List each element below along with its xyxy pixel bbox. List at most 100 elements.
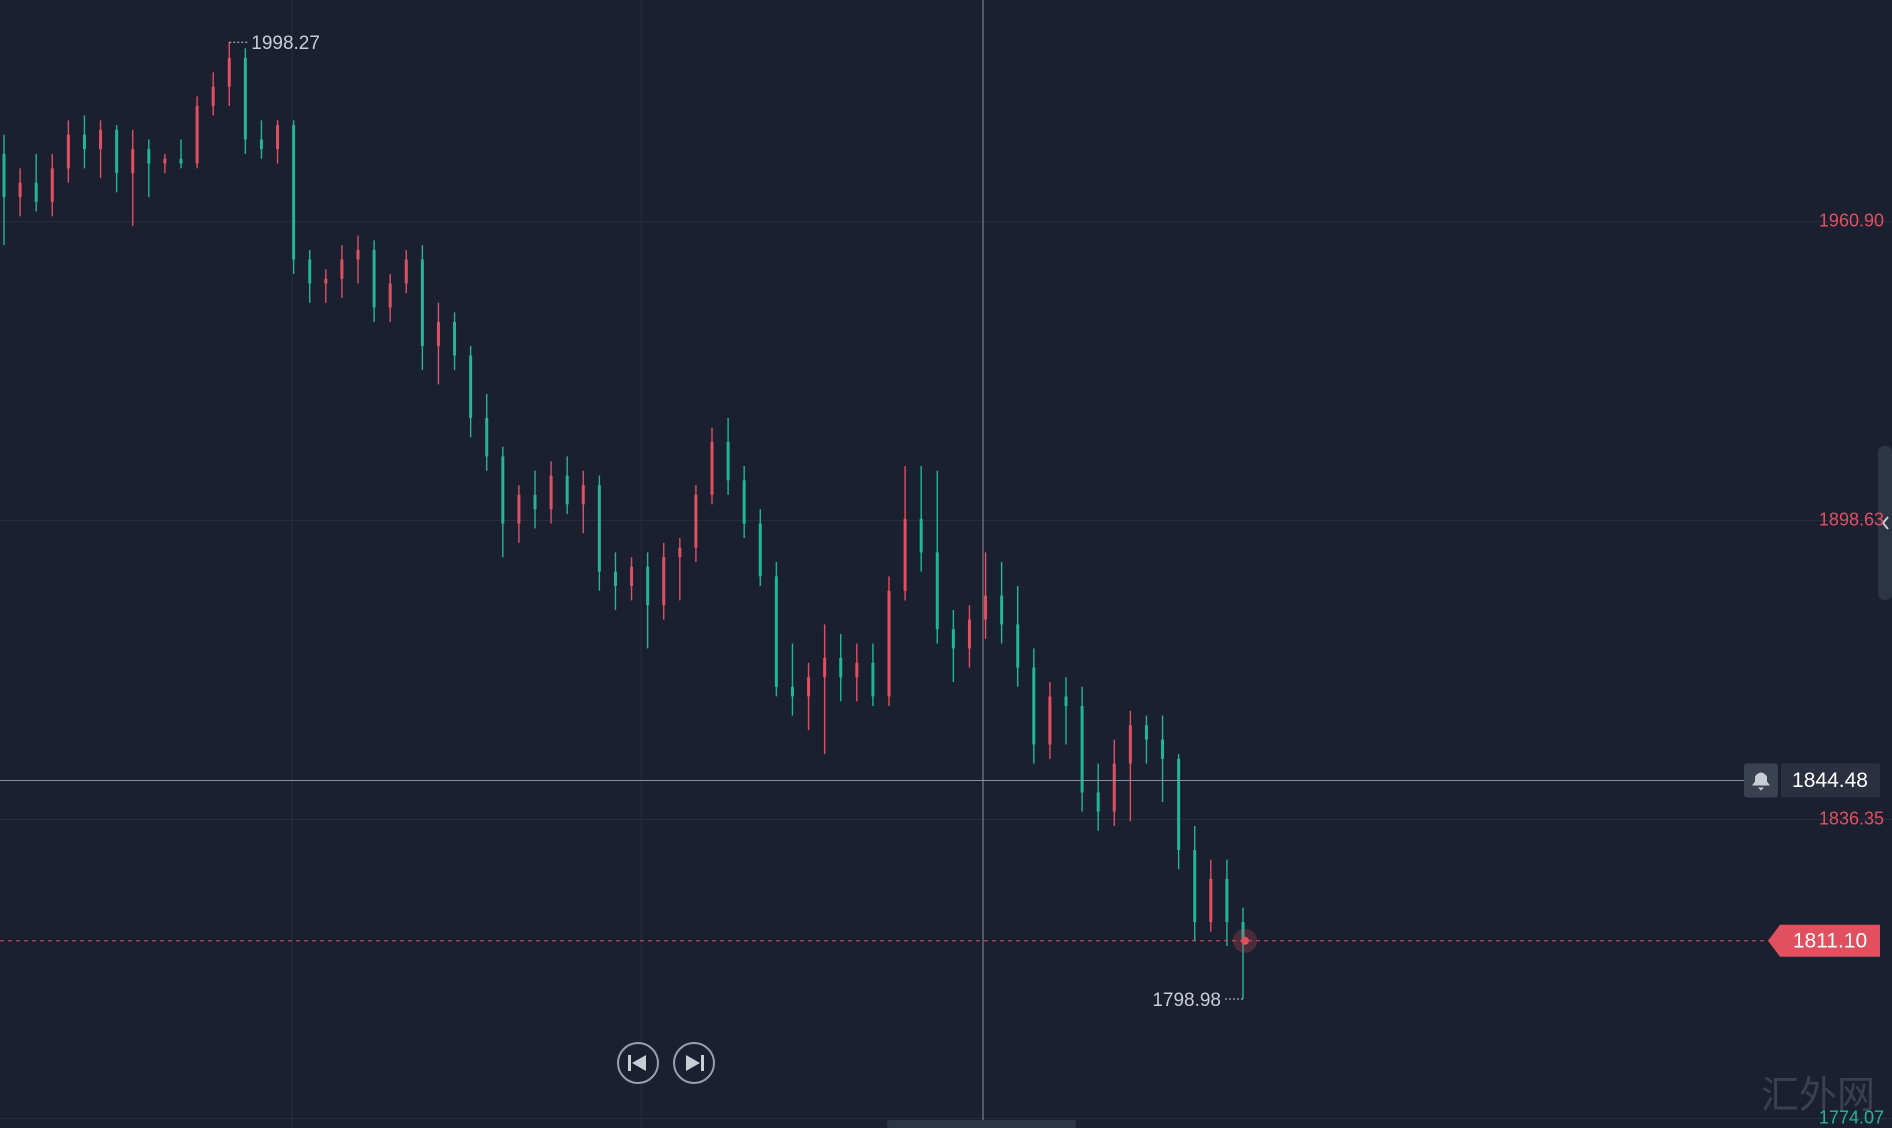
candle-body [1193,850,1197,923]
icon [632,1055,646,1071]
step-back-button[interactable] [617,1042,659,1084]
candle-body [356,249,360,260]
candle-body [66,134,70,169]
candle-body [549,475,553,510]
y-tick-label: 1960.90 [1819,210,1884,230]
candle-body [18,182,22,198]
candle-body [1209,878,1213,923]
candle-body [163,158,167,164]
low-label: 1798.98 [1152,990,1221,1011]
candle-body [211,86,215,106]
candle-body [82,134,86,150]
candle-body [855,662,859,678]
candle-body [1048,696,1052,745]
candle-body [1064,696,1068,707]
candle-body [646,566,650,606]
collapse-icon [1881,516,1889,530]
candle-body [807,677,811,697]
candle-body [50,168,54,202]
candle-body [630,566,634,586]
current-price-label: 1811.10 [1793,929,1867,952]
candle-body [742,480,746,524]
candle-body [292,125,296,260]
watermark: 汇外网 [1761,1075,1875,1117]
candle-body [227,57,231,87]
candle-body [1128,725,1132,764]
candle-body [1016,624,1020,668]
candle-body [774,576,778,687]
candle-body [887,590,891,697]
candle-body [1080,706,1084,793]
candle-body [1032,667,1036,745]
candle-body [501,456,505,524]
candle-body [485,417,489,457]
candle-body [243,57,247,140]
candle-body [1096,792,1100,812]
candle-body [967,619,971,649]
y-tick-label: 1836.35 [1819,808,1884,828]
crosshair-price-label: 1844.48 [1792,769,1868,792]
candle-body [34,182,38,202]
candle-body [2,153,6,198]
candle-body [758,523,762,577]
candle-body [533,494,537,510]
candle-body [678,547,682,558]
candle-body [1241,922,1245,941]
scrollbar[interactable] [887,1120,1076,1128]
candle-body [436,321,440,346]
collapse-tab[interactable] [1878,446,1892,600]
candle-body [1177,758,1181,851]
candle-body [147,149,151,164]
candle-body [839,658,843,678]
candle-body [1225,878,1229,923]
candle-body [935,552,939,630]
candle-body [195,105,199,164]
candle-body [99,129,103,150]
candle-body [726,441,730,481]
candle-body [1161,739,1165,759]
candle-body [919,518,923,553]
candle-body [388,283,392,308]
bell-icon [1752,772,1770,791]
candle-body [903,518,907,591]
alert-button[interactable] [1744,763,1778,798]
candle-body [710,441,714,495]
current-price-tag [1768,924,1880,957]
candle-body [662,557,666,606]
candle-body [115,129,119,174]
candle-body [179,158,183,164]
high-label: 1998.27 [251,33,320,54]
candle-body [1112,763,1116,812]
candle-body [340,259,344,279]
candle-body [259,139,263,150]
replay-controls [617,1042,715,1084]
candle-body [565,475,569,505]
candle-body [404,259,408,284]
y-tick-label: 1774.07 [1819,1107,1884,1127]
candle-body [871,662,875,697]
step-forward-button[interactable] [673,1042,715,1084]
candle-body [420,259,424,346]
candle-body [694,494,698,548]
icon [628,1055,631,1071]
candle-body [613,571,617,586]
candle-body [984,595,988,620]
candle-body [131,149,135,174]
y-tick-label: 1898.63 [1819,509,1884,529]
overlay [617,0,1892,1128]
candle-body [823,658,827,678]
candle-body [372,249,376,308]
candle-body [517,494,521,524]
candle-body [790,686,794,697]
candle-body [1000,595,1004,625]
icon [686,1055,700,1071]
candle-body [951,629,955,649]
candle-body [597,485,601,572]
current-price-dot [1241,936,1249,945]
icon [701,1055,704,1071]
candle-body [276,125,280,150]
